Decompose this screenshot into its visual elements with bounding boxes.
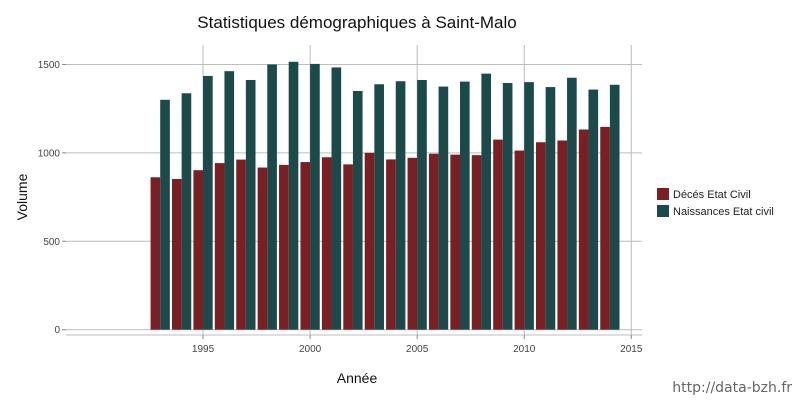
- bar-naissances: [352, 90, 363, 330]
- y-axis-title: Volume: [14, 173, 30, 220]
- bar-deces: [214, 163, 225, 330]
- bar-naissances: [203, 75, 213, 330]
- bar-deces: [300, 162, 311, 330]
- bar-deces: [557, 140, 568, 330]
- bar-naissances: [524, 82, 534, 330]
- bar-naissances: [395, 81, 406, 330]
- axes: 1995 2000 2005 2010 2015 0 500 1000 1500: [38, 60, 643, 355]
- bar-naissances: [459, 81, 470, 330]
- y-tick-label: 1500: [38, 60, 61, 71]
- bar-deces: [514, 150, 525, 330]
- chart-title: Statistiques démographiques à Saint-Malo: [197, 13, 516, 32]
- bar-naissances: [545, 87, 556, 330]
- bar-deces: [236, 159, 246, 330]
- bar-deces: [279, 164, 289, 330]
- bar-deces: [171, 179, 182, 330]
- bars: [150, 61, 620, 330]
- legend-label-deces: Décés Etat Civil: [673, 189, 751, 201]
- bar-deces: [257, 167, 268, 330]
- bar-naissances: [438, 86, 449, 330]
- bar-naissances: [224, 71, 235, 330]
- bar-deces: [493, 139, 503, 330]
- bar-naissances: [181, 93, 192, 330]
- bar-deces: [150, 177, 161, 330]
- x-tick-label: 2000: [299, 344, 322, 355]
- legend: Décés Etat Civil Naissances Etat civil: [657, 188, 774, 218]
- bar-deces: [386, 159, 396, 330]
- bar-naissances: [609, 84, 620, 330]
- watermark: http://data-bzh.fr: [672, 380, 792, 396]
- bar-deces: [321, 157, 332, 330]
- bar-deces: [193, 170, 204, 330]
- bar-naissances: [588, 89, 599, 330]
- bar-naissances: [417, 80, 427, 330]
- bar-deces: [578, 129, 589, 330]
- bar-naissances: [267, 64, 277, 330]
- bar-deces: [471, 155, 482, 330]
- bar-naissances: [481, 73, 492, 330]
- bar-deces: [364, 152, 375, 330]
- bar-naissances: [374, 84, 384, 330]
- legend-swatch-naissances: [657, 205, 669, 217]
- bar-deces: [450, 154, 460, 330]
- y-tick-label: 500: [43, 237, 60, 248]
- bar-deces: [600, 126, 610, 330]
- x-tick-label: 2005: [406, 344, 429, 355]
- bar-deces: [536, 142, 546, 330]
- y-tick-label: 0: [54, 325, 60, 336]
- bar-naissances: [331, 67, 342, 330]
- bar-deces: [428, 153, 439, 330]
- bar-naissances: [502, 83, 513, 330]
- bar-deces: [407, 157, 418, 330]
- x-axis-title: Année: [337, 370, 378, 386]
- bar-naissances: [245, 80, 256, 330]
- x-tick-label: 2015: [620, 344, 643, 355]
- bar-naissances: [160, 99, 170, 330]
- bar-naissances: [310, 63, 320, 330]
- legend-label-naissances: Naissances Etat civil: [673, 206, 774, 218]
- x-tick-label: 2010: [513, 344, 536, 355]
- legend-swatch-deces: [657, 188, 669, 200]
- bar-naissances: [567, 77, 577, 330]
- bar-naissances: [288, 61, 299, 330]
- x-tick-label: 1995: [192, 344, 215, 355]
- y-tick-label: 1000: [38, 148, 61, 159]
- bar-deces: [343, 164, 353, 330]
